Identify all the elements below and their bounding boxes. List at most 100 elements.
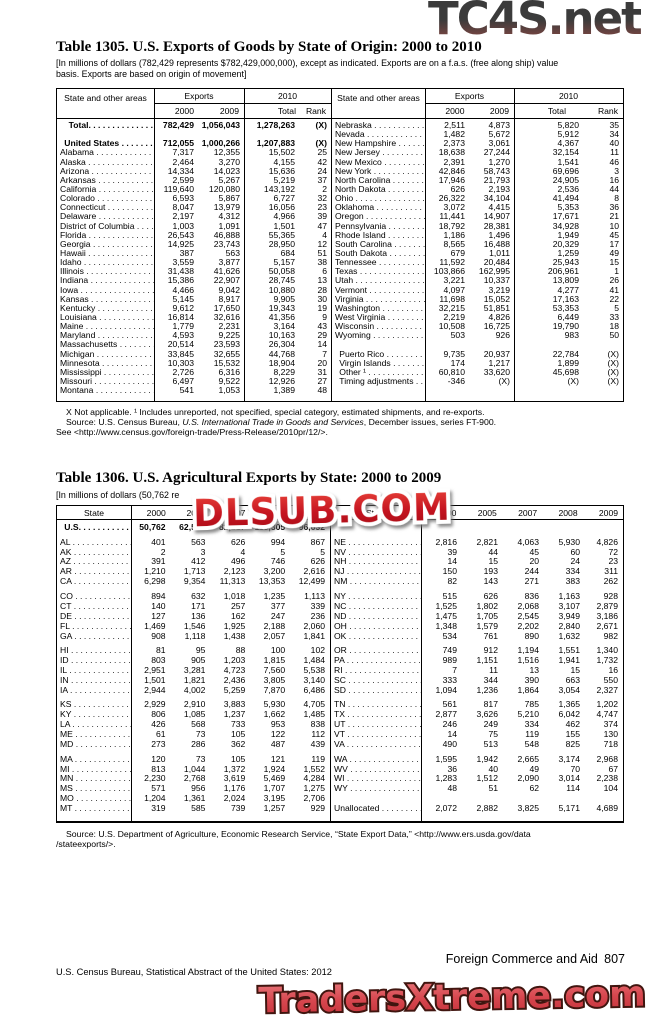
- row-label: Pennsylvania: [332, 222, 425, 231]
- row-value: 989: [442, 655, 457, 666]
- table1305-header: State and other areas Exports 2000 2009 …: [332, 89, 623, 119]
- row-value: 2,238: [596, 773, 618, 784]
- table1306-right-rows: NE2,8162,8214,0635,9304,826NV3944456072N…: [331, 520, 623, 813]
- table-row: New York 42,846 58,743 69,696 3: [332, 166, 623, 176]
- table1306-source: Source: U.S. Department of Agriculture, …: [56, 829, 622, 849]
- row-value: 426: [151, 719, 166, 730]
- row-value: 15: [570, 664, 580, 675]
- note-line: [In millions of dollars (782,429 represe…: [56, 58, 559, 68]
- row-value: 10,303: [167, 357, 194, 368]
- row-label: HI: [57, 645, 131, 655]
- row-value: 60: [570, 546, 580, 557]
- table1305-left-rows: Total. 782,429 1,056,043 1,278,263 (X) Unite…: [57, 119, 331, 395]
- table-row: Rhode Island 1,186 1,496 1,949 45: [332, 230, 623, 240]
- table-row: GA 908 1,118 1,438 2,057 1,841: [57, 631, 330, 641]
- row-value: 1,595: [435, 753, 457, 764]
- row-value: 3: [200, 546, 206, 557]
- table-row: LA 426 568 733 953 838: [57, 719, 330, 729]
- row-value: 585: [191, 803, 206, 814]
- row-value: 785: [524, 699, 539, 710]
- row-value: 2,373: [443, 138, 465, 149]
- row-value: 1,802: [476, 600, 498, 611]
- row-value: 8,917: [218, 293, 240, 304]
- table-row: NJ 150 193 244 334 311: [331, 566, 623, 576]
- table-row: FL 1,469 1,546 1,925 2,188 2,060: [57, 621, 330, 631]
- row-value: 2,511: [444, 120, 465, 130]
- row-label: United States: [57, 139, 154, 148]
- row-value: 28,381: [483, 220, 510, 231]
- row-label: Nevada: [332, 130, 425, 139]
- row-value: 6,298: [144, 576, 166, 587]
- table-row: NH 14 15 20 24 23: [331, 556, 623, 567]
- row-value: 4,097: [443, 284, 465, 295]
- row-value: 928: [603, 590, 618, 601]
- table-row: HI 81 95 88 100 102: [57, 645, 330, 655]
- table-row: Louisiana 16,814 32,616 41,356 9: [57, 312, 331, 322]
- table-row: ME 61 73 105 122 112: [57, 729, 330, 739]
- row-value: 50,762: [139, 522, 166, 532]
- row-label: WA: [331, 754, 421, 764]
- row-value: 1,484: [303, 655, 326, 666]
- row-value: 286: [191, 739, 206, 749]
- svg-text:TradersXtreme.com: TradersXtreme.com: [258, 975, 646, 1022]
- row-value: 362: [230, 739, 246, 749]
- table-row: MD 273 286 362 487 439: [57, 739, 330, 749]
- row-value: 4,747: [596, 709, 618, 720]
- row-value: 487: [270, 739, 286, 749]
- row-value: 1,000,266: [201, 138, 240, 149]
- table-row: Missouri 6,497 9,522 12,926 27: [57, 376, 331, 386]
- row-value: 11,441: [439, 211, 465, 222]
- row-value: 67: [608, 763, 618, 774]
- row-value: 262: [603, 576, 618, 587]
- row-value: 5,157: [273, 257, 295, 268]
- row-label: South Carolina: [332, 240, 425, 249]
- row-value: 11: [489, 664, 498, 675]
- row-value: 29: [317, 330, 327, 341]
- row-value: 4,723: [223, 664, 246, 675]
- row-value: 42: [317, 156, 327, 167]
- row-value: 10,880: [268, 284, 295, 295]
- row-value: 1,841: [303, 630, 326, 641]
- row-value: 2,882: [476, 803, 498, 814]
- table-row: ND 1,475 1,705 2,545 3,949 3,186: [331, 611, 623, 621]
- row-label: NJ: [331, 566, 421, 576]
- row-label: Arkansas: [57, 176, 154, 185]
- row-value: 4,689: [596, 803, 618, 814]
- row-value: 162,995: [478, 266, 510, 277]
- table-row: WV 36 40 49 70 67: [331, 764, 623, 774]
- row-label: MS: [57, 783, 131, 793]
- row-label: VA: [331, 739, 421, 749]
- row-value: 1,011: [489, 247, 510, 258]
- row-value: 273: [151, 739, 166, 749]
- table-row: OK 534 761 890 1,632 982: [331, 631, 623, 641]
- row-value: 2,944: [144, 684, 166, 695]
- table-row: NV 39 44 45 60 72: [331, 547, 623, 557]
- row-value: 53,353: [552, 302, 579, 313]
- row-value: 41: [609, 284, 619, 295]
- row-label: New York: [332, 167, 425, 176]
- row-value: 1,516: [517, 655, 539, 666]
- row-value: 10: [609, 220, 619, 231]
- row-value: 515: [442, 590, 457, 601]
- table-row: SC 333 344 390 663 550: [331, 675, 623, 685]
- row-value: 2,072: [435, 803, 457, 814]
- column-header: 2005: [477, 508, 497, 518]
- row-value: 4,063: [517, 536, 539, 547]
- row-label: SD: [331, 685, 421, 695]
- row-value: 4,155: [273, 156, 295, 167]
- row-value: 1,546: [183, 620, 206, 631]
- row-value: 119: [525, 729, 539, 740]
- row-value: 4,284: [303, 773, 326, 784]
- table1305-right-half: State and other areas Exports 2000 2009 …: [332, 89, 623, 401]
- row-value: 40: [488, 763, 498, 774]
- row-value: 383: [565, 576, 580, 587]
- row-value: 3,200: [263, 566, 286, 577]
- column-header: Total: [277, 106, 296, 116]
- column-header: 2010: [514, 89, 623, 104]
- table-row: Kansas 5,145 8,917 9,905 30: [57, 293, 331, 304]
- row-label: ME: [57, 729, 131, 739]
- row-value: 838: [310, 719, 326, 730]
- row-label: Alaska: [57, 158, 154, 167]
- row-value: 72: [608, 546, 618, 557]
- row-label: Nebraska: [332, 121, 425, 130]
